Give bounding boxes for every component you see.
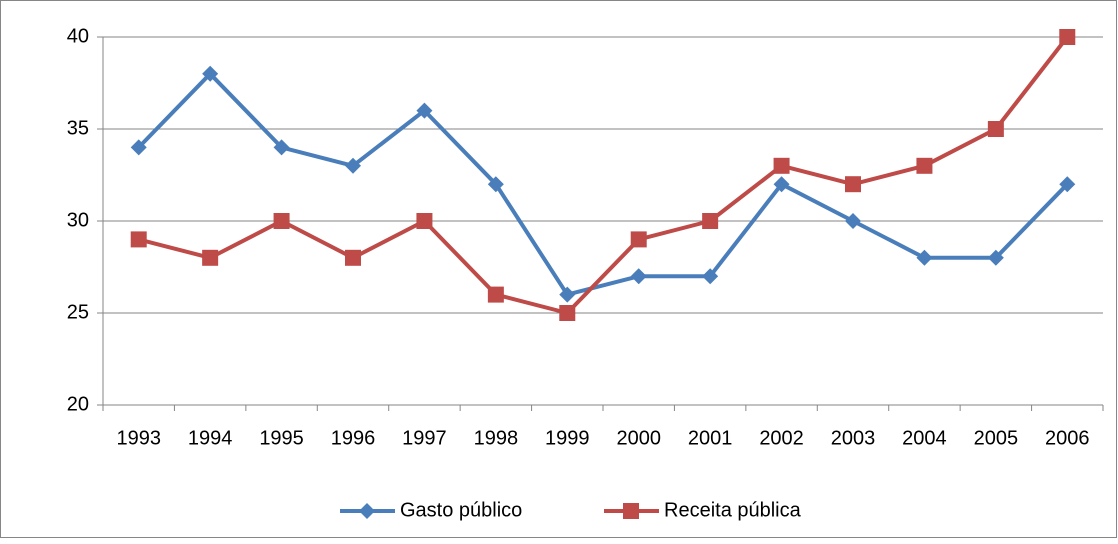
- x-tick-label: 2003: [831, 427, 876, 449]
- marker: [345, 249, 361, 266]
- marker: [987, 249, 1004, 266]
- marker: [130, 231, 147, 248]
- series-line: [138, 35, 1069, 315]
- x-tick-label: 1997: [402, 427, 447, 449]
- legend-label: Gasto público: [400, 499, 522, 521]
- marker: [987, 121, 1004, 137]
- y-tick-label: 30: [67, 209, 89, 231]
- marker: [702, 213, 719, 229]
- marker: [130, 139, 147, 156]
- x-tick-label: 1995: [259, 427, 304, 449]
- x-tick-label: 1994: [188, 427, 233, 449]
- marker: [345, 157, 361, 174]
- x-tick-label: 2000: [616, 427, 661, 449]
- marker: [702, 268, 719, 285]
- legend-marker: [623, 503, 639, 519]
- marker: [773, 176, 790, 193]
- marker: [773, 157, 790, 174]
- marker: [1059, 29, 1076, 45]
- x-tick-label: 2002: [759, 427, 804, 449]
- x-tick-label: 2006: [1045, 427, 1090, 449]
- marker: [916, 249, 933, 266]
- marker: [845, 176, 861, 193]
- marker: [416, 102, 433, 119]
- x-tick-label: 2004: [902, 427, 947, 449]
- marker: [273, 139, 290, 156]
- marker: [630, 231, 647, 248]
- marker: [416, 213, 433, 229]
- x-tick-label: 1993: [116, 427, 161, 449]
- marker: [916, 157, 933, 174]
- marker: [202, 65, 219, 82]
- series-line: [137, 71, 1069, 297]
- legend-marker: [359, 503, 375, 519]
- marker: [630, 268, 647, 285]
- y-tick-label: 20: [67, 393, 89, 415]
- marker: [487, 286, 504, 303]
- marker: [845, 213, 861, 229]
- marker: [559, 305, 576, 321]
- x-tick-label: 1998: [474, 427, 519, 449]
- x-tick-label: 2001: [688, 427, 733, 449]
- x-tick-label: 1999: [545, 427, 590, 449]
- marker: [202, 249, 219, 266]
- legend-label: Receita pública: [664, 499, 802, 521]
- marker: [487, 176, 504, 193]
- x-tick-label: 1996: [331, 427, 376, 449]
- y-tick-label: 35: [67, 117, 89, 139]
- marker: [559, 286, 576, 303]
- marker: [1059, 176, 1076, 193]
- marker: [273, 213, 290, 229]
- y-tick-label: 25: [67, 301, 89, 323]
- x-tick-label: 2005: [974, 427, 1019, 449]
- y-tick-label: 40: [67, 25, 89, 47]
